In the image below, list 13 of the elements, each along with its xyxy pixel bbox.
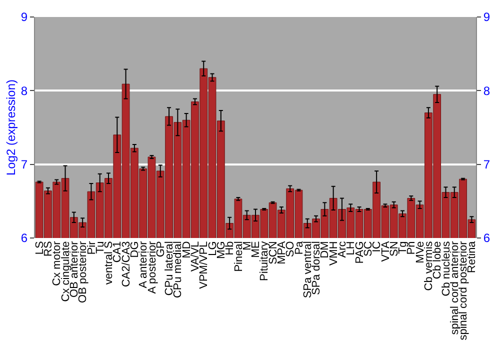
x-tick-label: OB posterior xyxy=(77,240,90,303)
y-tick-label: 6 xyxy=(20,231,28,246)
y-tick-label: 9 xyxy=(20,10,28,24)
y2-tick-label: 9 xyxy=(483,10,490,24)
y-tick-label: 7 xyxy=(20,158,28,172)
x-tick-label: Pituitary xyxy=(258,240,271,281)
y2-tick-label: 6 xyxy=(483,231,490,246)
y-tick-label: 8 xyxy=(20,84,28,98)
y-axis-title: Log2 (expression) xyxy=(4,79,18,176)
x-tick-label: Tg xyxy=(397,241,410,254)
y2-tick-label: 7 xyxy=(483,158,490,172)
x-tick-label: A posterior xyxy=(146,240,158,294)
y2-tick-label: 8 xyxy=(483,84,490,98)
